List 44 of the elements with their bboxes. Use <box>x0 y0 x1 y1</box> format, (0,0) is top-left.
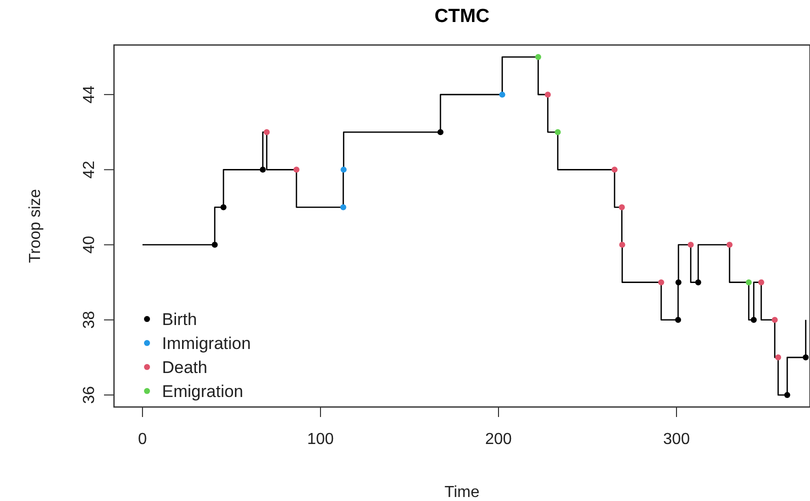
point <box>554 129 561 136</box>
point <box>220 204 226 210</box>
point <box>750 316 757 323</box>
point <box>726 242 733 248</box>
y-tick-label: 40 <box>81 236 98 254</box>
x-tick-label: 100 <box>307 431 334 448</box>
point <box>260 166 266 173</box>
point <box>746 279 752 286</box>
x-tick-label: 0 <box>138 431 148 448</box>
point <box>802 354 809 360</box>
point <box>675 279 682 286</box>
y-tick-label: 38 <box>81 310 98 329</box>
x-tick-label: 200 <box>485 431 512 448</box>
legend-label: Emigration <box>162 382 244 401</box>
x-axis-title: Time <box>444 484 480 501</box>
point <box>340 204 346 210</box>
x-tick-label: 300 <box>663 431 690 448</box>
point <box>784 392 790 398</box>
legend-label: Death <box>162 358 208 377</box>
point <box>264 129 270 136</box>
point <box>499 92 506 98</box>
y-tick-label: 44 <box>81 86 98 104</box>
point <box>775 354 782 360</box>
point <box>772 316 778 323</box>
point <box>658 279 664 286</box>
point <box>293 166 300 173</box>
point <box>544 92 551 98</box>
point <box>612 166 618 173</box>
point <box>675 316 682 323</box>
point <box>340 166 347 173</box>
point <box>695 279 702 286</box>
legend-label: Immigration <box>162 334 251 353</box>
point <box>535 54 542 60</box>
legend-label: Birth <box>162 310 197 329</box>
point <box>618 204 625 210</box>
y-tick-label: 42 <box>81 160 98 179</box>
point <box>688 242 694 248</box>
point <box>619 242 626 248</box>
point <box>437 129 444 136</box>
point <box>758 279 764 286</box>
y-axis-title: Troop size <box>27 188 44 264</box>
chart-title: CTMC <box>434 6 490 27</box>
point <box>212 242 218 248</box>
y-tick-label: 36 <box>81 386 98 404</box>
